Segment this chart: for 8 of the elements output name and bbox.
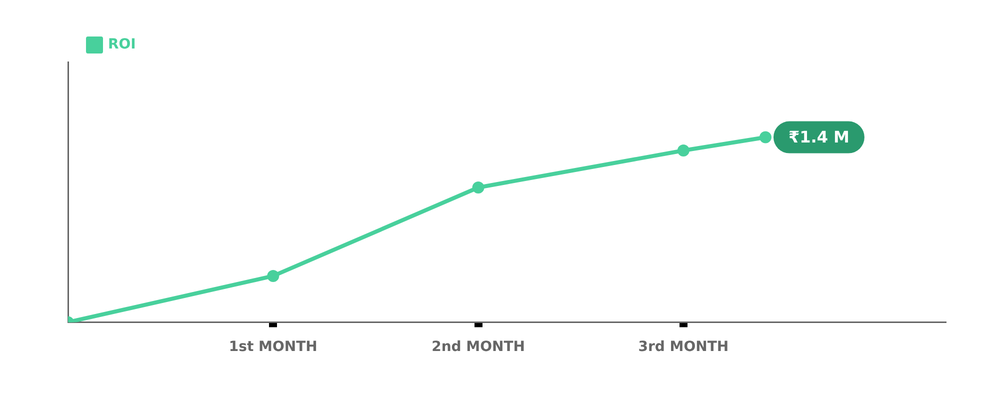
data-label: ₹1.4 M [788, 127, 850, 146]
point [472, 181, 484, 194]
x-tick-label: 1st MONTH [228, 339, 318, 356]
x-tick-label: 2nd MONTH [432, 339, 525, 356]
point [677, 144, 690, 156]
legend-label: ROI [108, 36, 136, 53]
x-tick-label: 3rd MONTH [638, 339, 729, 356]
point [759, 131, 772, 144]
